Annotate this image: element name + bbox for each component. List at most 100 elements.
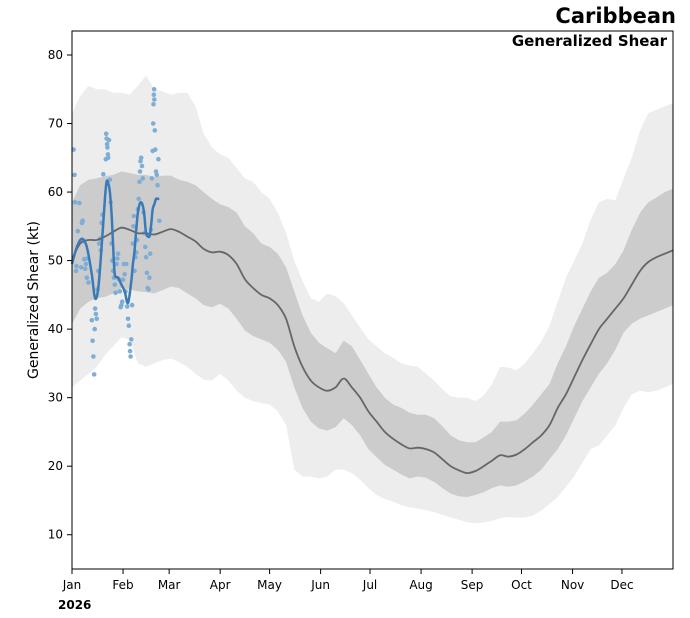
observation-point <box>152 128 158 133</box>
x-tick-label-may: May <box>257 578 282 592</box>
observation-point <box>91 354 96 359</box>
observation-point <box>154 172 160 178</box>
observation-point <box>151 92 157 97</box>
observation-point <box>72 172 77 178</box>
x-tick-label-nov: Nov <box>561 578 584 592</box>
observation-point <box>128 354 133 359</box>
y-tick-label: 80 <box>48 48 63 62</box>
observation-point <box>91 372 97 377</box>
observation-point <box>72 200 78 205</box>
observation-point <box>75 228 81 234</box>
observation-point <box>78 265 84 270</box>
observation-point <box>120 277 126 283</box>
observation-point <box>138 155 144 161</box>
observation-point <box>92 326 97 332</box>
band-layer <box>72 75 673 524</box>
observation-point <box>155 182 160 188</box>
observation-point <box>103 131 109 137</box>
x-tick-label-mar: Mar <box>158 578 181 592</box>
observation-point <box>146 287 151 292</box>
observation-point <box>153 147 158 152</box>
lines-layer <box>70 179 674 475</box>
observation-point <box>129 337 134 342</box>
observation-point <box>156 156 161 162</box>
chart-subtitle: Generalized Shear <box>511 32 667 50</box>
y-tick-label: 10 <box>48 528 63 542</box>
x-tick-label-aug: Aug <box>409 578 432 592</box>
observation-point <box>80 218 85 224</box>
observation-point <box>114 261 119 267</box>
observation-point <box>126 323 132 329</box>
observation-point <box>77 200 82 206</box>
observation-point <box>89 317 95 323</box>
chart-title: Caribbean <box>555 4 676 28</box>
observation-point <box>73 268 79 274</box>
observation-point <box>93 311 99 317</box>
x-tick-label-jan: Jan <box>62 578 82 592</box>
observation-point <box>152 97 157 102</box>
y-tick-label: 70 <box>48 117 63 131</box>
observed-2026-line <box>70 179 160 305</box>
observation-point <box>137 179 142 185</box>
observation-point <box>127 341 132 347</box>
observation-point <box>139 163 145 169</box>
x-tick-label-feb: Feb <box>112 578 133 592</box>
observation-point <box>106 137 112 143</box>
observation-point <box>83 261 89 267</box>
observation-point <box>124 261 129 267</box>
observation-point <box>92 306 98 311</box>
observation-point <box>105 145 110 150</box>
observation-point <box>122 272 127 277</box>
y-tick-label: 20 <box>48 459 63 473</box>
observation-point <box>115 256 120 261</box>
observation-point <box>104 141 110 147</box>
observation-point <box>113 290 118 296</box>
observation-point <box>150 121 156 126</box>
observation-point <box>147 251 153 256</box>
x-tick-label-dec: Dec <box>610 578 633 592</box>
observation-point <box>149 176 155 181</box>
x-tick-label-apr: Apr <box>210 578 231 592</box>
y-tick-label: 40 <box>48 322 63 336</box>
observation-point <box>151 102 156 107</box>
x-tick-label-jul: Jul <box>362 578 377 592</box>
observation-point <box>131 213 137 219</box>
observation-point <box>140 176 146 181</box>
observation-point <box>101 171 106 177</box>
observation-point <box>112 282 118 287</box>
y-tick-label: 60 <box>48 185 63 199</box>
observation-point <box>151 87 157 92</box>
observation-point <box>119 299 125 305</box>
x-tick-label-sep: Sep <box>461 578 484 592</box>
observation-point <box>82 266 88 272</box>
observation-point <box>131 224 136 229</box>
observation-point <box>129 302 135 308</box>
observation-point <box>147 275 152 281</box>
observation-point <box>144 270 150 276</box>
axis-layer: 10 20 30 40 50 60 70 80 Jan Feb Mar Apr May Jun Jul Aug… <box>48 48 634 592</box>
observation-point <box>117 289 123 294</box>
x-tick-label-jun: Jun <box>310 578 330 592</box>
observation-point <box>96 241 102 246</box>
observation-point <box>74 263 79 269</box>
observation-point <box>143 244 148 250</box>
observation-point <box>125 316 131 322</box>
climatology-mean-line <box>71 226 674 475</box>
y-axis-label: Generalized Shear (kt) <box>26 221 42 379</box>
observation-point <box>90 338 95 344</box>
observation-point <box>115 251 121 256</box>
observation-point <box>137 169 143 174</box>
x-tick-label-oct: Oct <box>511 578 532 592</box>
observation-point <box>94 316 99 322</box>
observation-point <box>124 304 130 309</box>
observation-point <box>105 155 111 161</box>
observation-point <box>143 254 149 260</box>
observation-point <box>86 280 91 285</box>
y-tick-label: 30 <box>48 391 63 405</box>
observation-point <box>157 218 162 224</box>
observation-point <box>136 196 141 202</box>
year-label: 2026 <box>58 598 92 612</box>
observation-point <box>105 152 111 157</box>
plot-frame <box>71 30 674 570</box>
